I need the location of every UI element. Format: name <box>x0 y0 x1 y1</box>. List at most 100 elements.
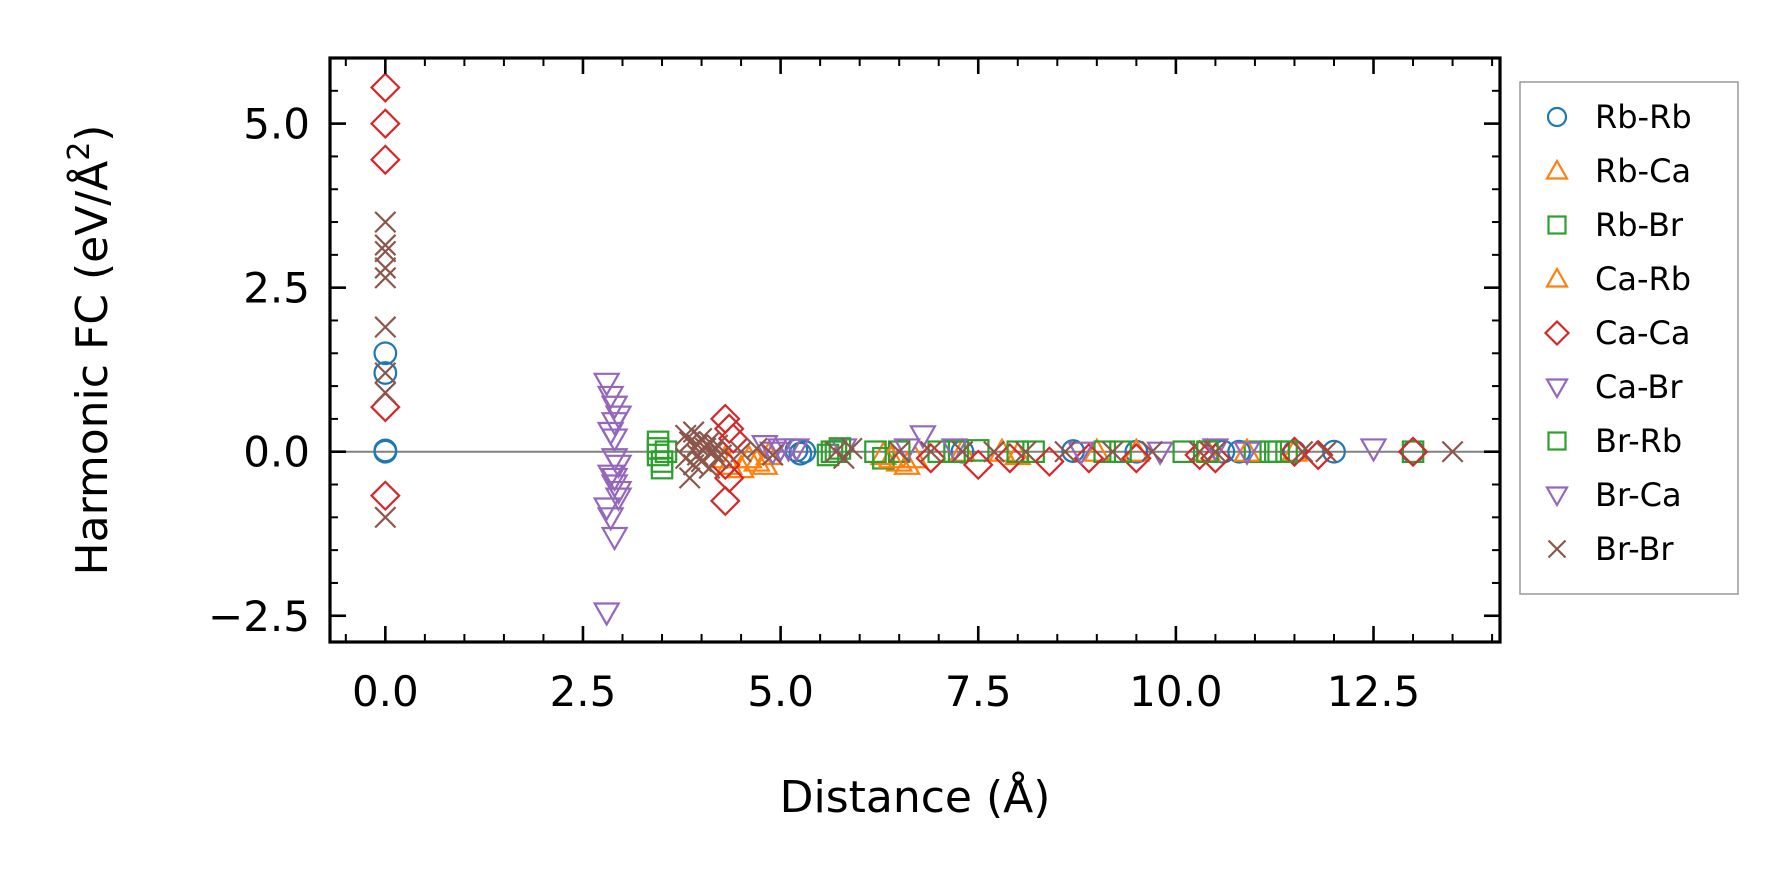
data-point <box>840 437 863 460</box>
data-point <box>1233 441 1261 466</box>
legend-label: Ca-Ca <box>1595 314 1690 352</box>
data-point <box>374 316 397 339</box>
series-Br-Br <box>374 211 1464 529</box>
legend-marker <box>1545 378 1569 400</box>
data-point <box>1061 439 1086 463</box>
legend-label: Rb-Ca <box>1595 152 1691 190</box>
legend-item-Ca-Ca: Ca-Ca <box>1543 314 1690 352</box>
legend: Rb-Rb Rb-Ca Rb-Br Ca-Rb Ca-Ca Ca-Br Br-Rb Br-Ca… <box>1519 81 1739 595</box>
legend-marker <box>1543 319 1571 347</box>
y-tick-label: 0.0 <box>243 428 310 477</box>
data-point <box>1315 440 1338 463</box>
legend-item-Ca-Rb: Ca-Rb <box>1545 260 1691 298</box>
legend-item-Rb-Rb: Rb-Rb <box>1546 98 1692 136</box>
data-point <box>1196 440 1219 464</box>
data-point <box>596 507 625 532</box>
data-point <box>1073 442 1105 474</box>
data-point <box>646 443 670 467</box>
data-point <box>915 442 947 474</box>
data-point <box>374 234 397 256</box>
data-point <box>373 361 398 385</box>
data-point <box>774 438 803 463</box>
legend-marker <box>1547 431 1567 451</box>
data-point <box>373 438 398 463</box>
data-point <box>864 440 887 464</box>
x-tick-label: 0.0 <box>352 667 419 716</box>
data-point <box>374 361 397 384</box>
data-point <box>1322 439 1346 464</box>
data-point <box>1014 440 1037 463</box>
data-point <box>654 440 678 464</box>
data-point <box>374 240 397 263</box>
legend-item-Rb-Br: Rb-Br <box>1547 206 1684 244</box>
data-point <box>1067 441 1095 466</box>
data-point <box>1259 440 1283 464</box>
data-point <box>674 424 697 447</box>
data-point <box>1022 440 1045 464</box>
data-point <box>966 439 990 462</box>
data-point <box>592 602 621 627</box>
data-point <box>1401 440 1425 464</box>
data-point <box>1054 440 1077 463</box>
data-point <box>758 441 787 466</box>
data-point <box>713 413 745 445</box>
data-point <box>1101 440 1124 463</box>
x-tick-label: 5.0 <box>747 667 814 716</box>
data-points <box>369 72 1464 627</box>
legend-marker <box>1547 215 1567 235</box>
data-point <box>374 257 397 279</box>
data-point <box>1006 440 1030 464</box>
data-point <box>735 444 763 469</box>
data-point <box>369 391 401 423</box>
data-point <box>369 72 401 103</box>
legend-frame <box>1519 81 1739 595</box>
data-point <box>1201 438 1230 463</box>
x-tick-label: 7.5 <box>945 667 1012 716</box>
data-point <box>374 266 397 289</box>
data-point <box>962 449 994 481</box>
legend-label: Br-Rb <box>1595 422 1682 460</box>
data-point <box>1109 440 1132 464</box>
legend-marker <box>1545 158 1569 180</box>
legend-label: Br-Ca <box>1595 476 1682 514</box>
plot-frame <box>328 56 1502 644</box>
legend-marker <box>1545 486 1569 508</box>
legend-marker <box>1546 106 1568 128</box>
data-point <box>374 506 397 529</box>
data-point <box>761 444 784 466</box>
data-point <box>650 456 674 480</box>
data-point <box>1093 440 1117 464</box>
x-tick-label: 10.0 <box>1129 667 1223 716</box>
data-point <box>919 440 942 463</box>
data-point <box>888 440 911 463</box>
data-point <box>600 428 629 453</box>
data-point <box>369 144 401 176</box>
legend-label: Rb-Rb <box>1595 98 1692 136</box>
x-axis-label: Distance (Å) <box>780 770 1051 823</box>
data-point <box>745 437 768 460</box>
data-point <box>1082 437 1111 462</box>
legend-label: Rb-Br <box>1595 206 1684 244</box>
data-point <box>994 442 1026 474</box>
y-axis-label-exponent: 2 <box>62 142 97 161</box>
data-point <box>1291 440 1314 463</box>
data-point <box>1200 442 1231 474</box>
legend-label: Ca-Rb <box>1595 260 1691 298</box>
data-point <box>600 467 629 493</box>
data-point <box>374 381 397 404</box>
series-Br-Rb <box>654 437 1298 464</box>
data-point <box>706 447 729 470</box>
legend-item-Br-Br: Br-Br <box>1547 530 1674 568</box>
data-point <box>709 485 741 517</box>
data-point <box>1397 436 1429 468</box>
data-point <box>1188 440 1211 463</box>
data-point <box>374 211 397 234</box>
legend-item-Br-Ca: Br-Ca <box>1545 476 1682 514</box>
data-point <box>678 466 701 489</box>
data-point <box>1227 439 1252 464</box>
data-point <box>1275 440 1298 464</box>
legend-label: Br-Br <box>1595 530 1674 568</box>
data-point <box>369 480 401 512</box>
data-point <box>909 425 937 450</box>
